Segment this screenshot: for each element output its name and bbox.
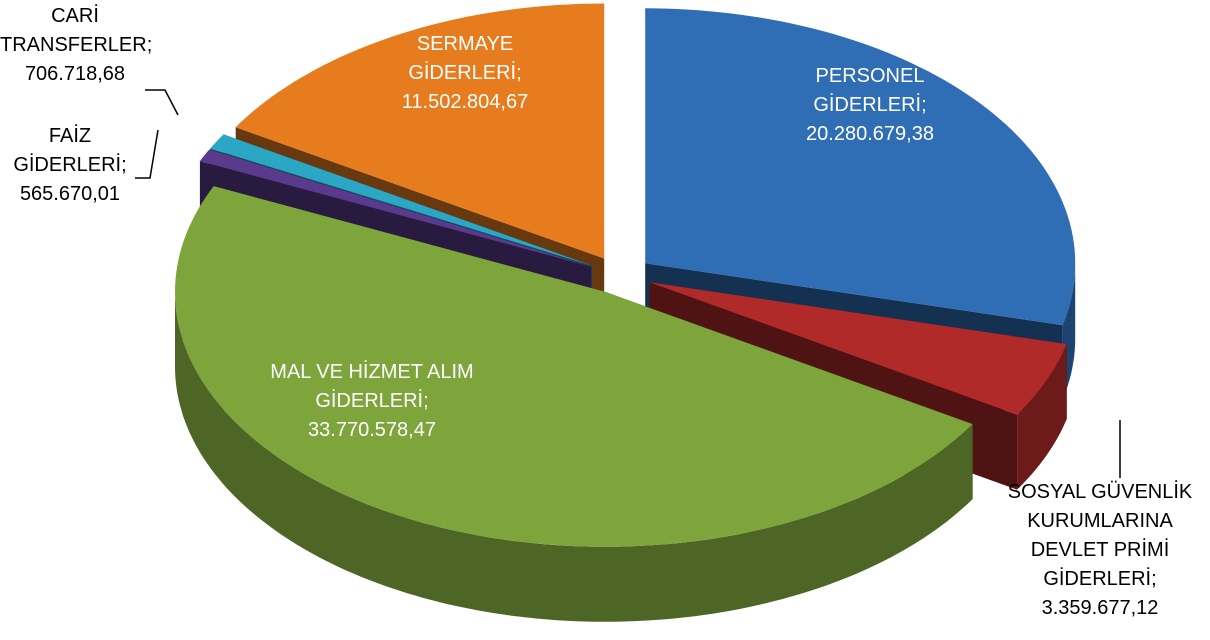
slice-side	[175, 291, 973, 622]
category-label: FAİZ GİDERLERİ;	[13, 125, 127, 176]
value-label: 11.502.804,67	[401, 91, 529, 113]
pie-slice	[649, 282, 1067, 415]
leader-line	[135, 129, 159, 179]
value-label: 33.770.578,47	[308, 419, 436, 441]
slices	[175, 3, 1076, 622]
pie-slice	[175, 186, 973, 547]
pie-slice	[645, 8, 1076, 326]
value-label: 20.280.679,38	[806, 123, 934, 145]
data-label: SERMAYE GİDERLERİ; 11.502.804,67	[375, 30, 555, 117]
pie-slice	[210, 134, 593, 266]
leader-line	[145, 89, 179, 116]
value-label: 3.359.677,12	[1041, 597, 1159, 619]
data-label: FAİZ GİDERLERİ; 565.670,01	[0, 122, 140, 209]
category-label: CARİ TRANSFERLER;	[0, 5, 153, 56]
value-label: 565.670,01	[19, 183, 121, 205]
pie-slice	[199, 149, 592, 267]
data-label: CARİ TRANSFERLER; 706.718,68	[0, 2, 153, 89]
category-label: SERMAYE GİDERLERİ;	[408, 33, 522, 84]
category-label: SOSYAL GÜVENLİK KURUMLARINA DEVLET PRİMİ…	[1007, 481, 1193, 590]
pie-slice	[235, 3, 605, 259]
value-label: 706.718,68	[24, 63, 126, 85]
slice-side	[1017, 344, 1067, 490]
category-label: MAL VE HİZMET ALIM GİDERLERİ;	[270, 361, 474, 412]
data-label: MAL VE HİZMET ALIM GİDERLERİ; 33.770.578,…	[252, 358, 492, 445]
category-label: PERSONEL GİDERLERİ;	[813, 65, 927, 116]
data-label: SOSYAL GÜVENLİK KURUMLARINA DEVLET PRİMİ…	[990, 478, 1210, 623]
data-label: PERSONEL GİDERLERİ; 20.280.679,38	[765, 62, 975, 149]
